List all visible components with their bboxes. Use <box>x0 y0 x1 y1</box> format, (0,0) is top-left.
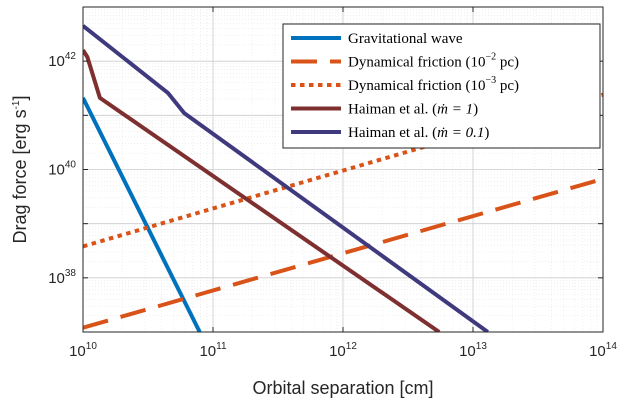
x-tick-label: 1012 <box>329 341 357 360</box>
legend-entry-5: Haiman et al. (ṁ = 0.1) <box>348 125 489 141</box>
y-axis-label-main: Drag force [erg s <box>10 109 30 243</box>
legend-box <box>282 23 601 149</box>
legend: Gravitational wave Dynamical friction (10… <box>282 23 601 149</box>
x-tick-label: 1014 <box>589 341 617 360</box>
x-axis-label: Orbital separation [cm] <box>252 378 433 398</box>
y-tick-label: 1040 <box>48 160 76 179</box>
legend-entry-4: Haiman et al. (ṁ = 1) <box>348 102 478 118</box>
series-line-2 <box>83 176 603 330</box>
x-tick-label: 1011 <box>199 341 227 360</box>
legend-entry-1: Gravitational wave <box>348 31 463 47</box>
y-axis-label-exponent: -1 <box>11 100 22 109</box>
series-line-4 <box>83 49 441 332</box>
x-tick-label: 1013 <box>459 341 487 360</box>
y-axis-label-close: ] <box>10 96 30 101</box>
series-line-1 <box>83 97 202 332</box>
y-axis-label: Drag force [erg s-1] <box>10 96 30 244</box>
y-tick-label: 1038 <box>48 268 76 287</box>
legend-entry-3: Dynamical friction (10−3 pc) <box>348 75 519 94</box>
y-tick-label: 1042 <box>48 51 76 70</box>
x-tick-labels: 1010 1011 1012 1013 1014 <box>69 341 617 360</box>
y-tick-labels: 1038 1040 1042 <box>48 51 76 287</box>
legend-entry-2: Dynamical friction (10−2 pc) <box>348 52 519 71</box>
x-tick-label: 1010 <box>69 341 97 360</box>
series-line-5 <box>83 24 489 332</box>
